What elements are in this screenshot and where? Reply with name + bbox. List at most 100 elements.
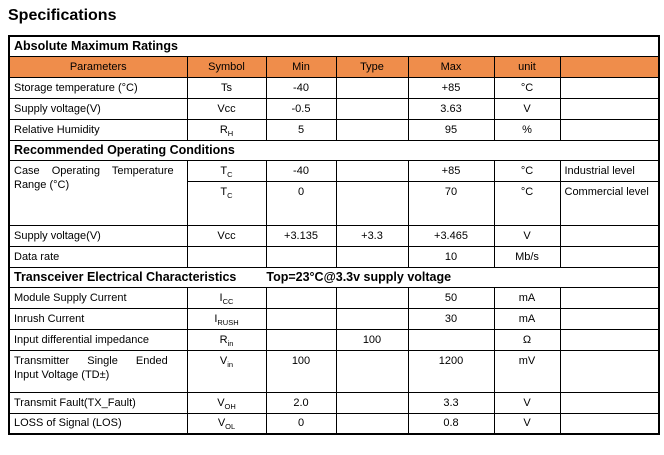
cell-parameter: Transmitter Single Ended Input Voltage (… bbox=[8, 349, 188, 393]
cell-min: 5 bbox=[265, 118, 337, 141]
cell-parameter: Supply voltage(V) bbox=[8, 224, 188, 247]
table-row-supply-voltage-abs: Supply voltage(V) Vcc -0.5 3.63 V bbox=[8, 97, 660, 120]
cell-type bbox=[335, 391, 409, 414]
cell-parameter: Case Operating Temperature Range (°C) bbox=[8, 159, 188, 226]
section-header-recommended-operating-conditions: Recommended Operating Conditions bbox=[8, 139, 660, 161]
cell-type bbox=[335, 349, 409, 393]
cell-unit: Mb/s bbox=[493, 245, 561, 268]
specifications-table: Absolute Maximum Ratings Parameters Symb… bbox=[8, 35, 661, 435]
table-row-transmit-fault: Transmit Fault(TX_Fault) VOH 2.0 3.3 V bbox=[8, 391, 660, 414]
table-row-relative-humidity: Relative Humidity RH 5 95 % bbox=[8, 118, 660, 141]
section-header-absolute-maximum-ratings: Absolute Maximum Ratings bbox=[8, 35, 660, 57]
cell-note bbox=[559, 76, 660, 99]
cell-max: 3.63 bbox=[407, 97, 495, 120]
cell-min bbox=[265, 286, 337, 309]
section-title: Recommended Operating Conditions bbox=[14, 143, 235, 157]
cell-type: 100 bbox=[335, 328, 409, 351]
cell-unit: V bbox=[493, 224, 561, 247]
cell-note bbox=[559, 286, 660, 309]
cell-symbol: VOH bbox=[186, 391, 267, 414]
cell-unit: mA bbox=[493, 307, 561, 330]
cell-symbol: Vcc bbox=[186, 97, 267, 120]
cell-max: +85 bbox=[407, 76, 495, 99]
table-row-supply-voltage-rec: Supply voltage(V) Vcc +3.135 +3.3 +3.465… bbox=[8, 224, 660, 247]
cell-note bbox=[559, 307, 660, 330]
table-row-data-rate: Data rate 10 Mb/s bbox=[8, 245, 660, 268]
cell-min bbox=[265, 307, 337, 330]
cell-parameter: Transmit Fault(TX_Fault) bbox=[8, 391, 188, 414]
section-header-transceiver-electrical-characteristics: Transceiver Electrical Characteristics To… bbox=[8, 266, 660, 288]
table-row-storage-temperature: Storage temperature (°C) Ts -40 +85 °C bbox=[8, 76, 660, 99]
cell-min: 0 bbox=[265, 180, 337, 226]
cell-max: 10 bbox=[407, 245, 495, 268]
cell-symbol bbox=[186, 245, 267, 268]
cell-min: 0 bbox=[265, 412, 337, 435]
cell-min: -0.5 bbox=[265, 97, 337, 120]
cell-unit: mA bbox=[493, 286, 561, 309]
cell-max: 3.3 bbox=[407, 391, 495, 414]
cell-unit: °C bbox=[493, 180, 561, 226]
cell-parameter: LOSS of Signal (LOS) bbox=[8, 412, 188, 435]
cell-parameter: Relative Humidity bbox=[8, 118, 188, 141]
cell-note bbox=[559, 97, 660, 120]
cell-max: 95 bbox=[407, 118, 495, 141]
table-row-inrush-current: Inrush Current IRUSH 30 mA bbox=[8, 307, 660, 330]
cell-note bbox=[559, 245, 660, 268]
table-row-module-supply-current: Module Supply Current ICC 50 mA bbox=[8, 286, 660, 309]
cell-unit: °C bbox=[493, 76, 561, 99]
cell-max: 0.8 bbox=[407, 412, 495, 435]
cell-note: Commercial level bbox=[559, 180, 660, 226]
cell-max bbox=[407, 328, 495, 351]
cell-unit: V bbox=[493, 97, 561, 120]
cell-symbol: TC bbox=[186, 159, 267, 182]
cell-min: -40 bbox=[265, 159, 337, 182]
cell-max: +3.465 bbox=[407, 224, 495, 247]
section-title-cell: Recommended Operating Conditions bbox=[8, 139, 660, 161]
cell-symbol: IRUSH bbox=[186, 307, 267, 330]
cell-type bbox=[335, 159, 409, 182]
cell-unit: % bbox=[493, 118, 561, 141]
cell-symbol: RH bbox=[186, 118, 267, 141]
cell-parameter: Input differential impedance bbox=[8, 328, 188, 351]
section-title: Transceiver Electrical Characteristics bbox=[14, 270, 237, 284]
cell-parameter: Supply voltage(V) bbox=[8, 97, 188, 120]
col-header-parameters: Parameters bbox=[8, 55, 188, 78]
cell-type bbox=[335, 180, 409, 226]
cell-symbol: Vin bbox=[186, 349, 267, 393]
cell-unit: mV bbox=[493, 349, 561, 393]
cell-note: Industrial level bbox=[559, 159, 660, 182]
column-header-row: Parameters Symbol Min Type Max unit bbox=[8, 55, 660, 78]
cell-min: +3.135 bbox=[265, 224, 337, 247]
cell-note bbox=[559, 118, 660, 141]
cell-type bbox=[335, 307, 409, 330]
cell-max: 70 bbox=[407, 180, 495, 226]
cell-type bbox=[335, 118, 409, 141]
cell-max: 30 bbox=[407, 307, 495, 330]
cell-type bbox=[335, 97, 409, 120]
section-title-cell: Absolute Maximum Ratings bbox=[8, 35, 660, 57]
col-header-max: Max bbox=[407, 55, 495, 78]
cell-unit: °C bbox=[493, 159, 561, 182]
cell-note bbox=[559, 412, 660, 435]
cell-min bbox=[265, 328, 337, 351]
cell-min: -40 bbox=[265, 76, 337, 99]
table-row-case-temp-industrial: Case Operating Temperature Range (°C) TC… bbox=[8, 159, 660, 226]
cell-parameter: Module Supply Current bbox=[8, 286, 188, 309]
cell-note bbox=[559, 224, 660, 247]
cell-type bbox=[335, 286, 409, 309]
cell-parameter: Data rate bbox=[8, 245, 188, 268]
cell-type: +3.3 bbox=[335, 224, 409, 247]
cell-symbol: Rin bbox=[186, 328, 267, 351]
cell-max: 50 bbox=[407, 286, 495, 309]
table-row-input-differential-impedance: Input differential impedance Rin 100 Ω bbox=[8, 328, 660, 351]
section-note: Top=23°C@3.3v supply voltage bbox=[266, 270, 452, 284]
cell-unit: Ω bbox=[493, 328, 561, 351]
col-header-symbol: Symbol bbox=[186, 55, 267, 78]
cell-parameter: Inrush Current bbox=[8, 307, 188, 330]
cell-note bbox=[559, 328, 660, 351]
cell-symbol: TC bbox=[186, 180, 267, 226]
cell-type bbox=[335, 412, 409, 435]
cell-symbol: ICC bbox=[186, 286, 267, 309]
cell-min bbox=[265, 245, 337, 268]
cell-min: 100 bbox=[265, 349, 337, 393]
